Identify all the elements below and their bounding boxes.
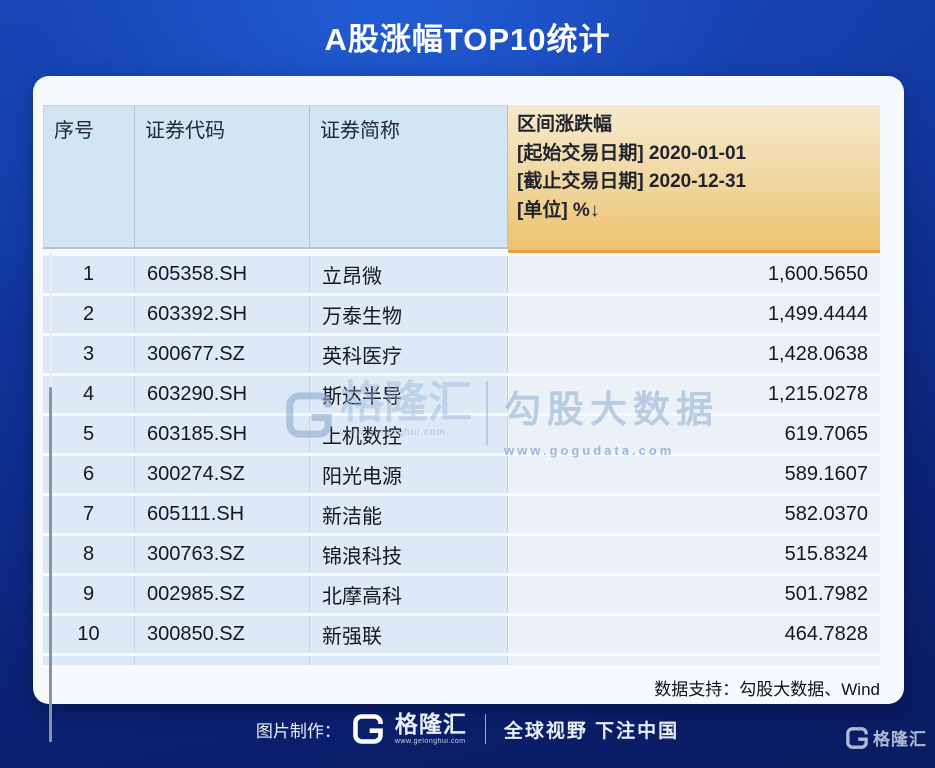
cell-change: 1,215.0278: [508, 376, 880, 413]
cell-index: 9: [43, 576, 135, 613]
footer-divider: [484, 714, 486, 744]
cell-index: 7: [43, 496, 135, 533]
footer: 图片制作： 格隆汇 www.gelonghui.com 全球视野 下注中国: [0, 711, 935, 746]
cell-index: [43, 656, 135, 665]
cell-change: 1,428.0638: [508, 336, 880, 373]
data-support-note: 数据支持：勾股大数据、Wind: [654, 680, 880, 699]
footer-slogan: 全球视野 下注中国: [503, 720, 680, 742]
cell-index: 6: [43, 456, 135, 493]
cell-code: 300274.SZ: [135, 456, 310, 493]
cell-name: 立昂微: [310, 256, 508, 293]
table-row: 1 605358.SH 立昂微 1,600.5650: [43, 256, 880, 293]
table-row: 2 603392.SH 万泰生物 1,499.4444: [43, 296, 880, 333]
header-change: 区间涨跌幅 [起始交易日期] 2020-01-01 [截止交易日期] 2020-…: [508, 105, 880, 253]
cell-code: 002985.SZ: [135, 576, 310, 613]
credit-label: 图片制作：: [255, 721, 341, 741]
table-row: 10 300850.SZ 新强联 464.7828: [43, 616, 880, 653]
header-name: 证券简称: [310, 105, 508, 249]
table-row-partial: [43, 656, 880, 665]
cell-change: 1,600.5650: [508, 256, 880, 293]
footer-brand: 格隆汇 www.gelonghui.com: [394, 711, 467, 746]
table-row: 8 300763.SZ 锦浪科技 515.8324: [43, 536, 880, 573]
cell-name: 上机数控: [310, 416, 508, 453]
cell-code: 300677.SZ: [135, 336, 310, 373]
cell-name: 斯达半导: [310, 376, 508, 413]
corner-logo: 格隆汇: [846, 725, 927, 750]
cell-index: 2: [43, 296, 135, 333]
cell-name: 新强联: [310, 616, 508, 653]
cell-name: 北摩高科: [310, 576, 508, 613]
header-code: 证券代码: [135, 105, 310, 249]
gelonghui-logo-icon: [353, 714, 383, 744]
scrollbar-thumb[interactable]: [49, 387, 52, 742]
header-index: 序号: [43, 105, 135, 249]
footer-brand-text: 格隆汇: [394, 711, 467, 737]
table-row: 3 300677.SZ 英科医疗 1,428.0638: [43, 336, 880, 373]
cell-change: 1,499.4444: [508, 296, 880, 333]
cell-code: 603392.SH: [135, 296, 310, 333]
cell-change: 464.7828: [508, 616, 880, 653]
footer-brand-url: www.gelonghui.com: [394, 738, 466, 745]
header-change-line1: 区间涨跌幅: [517, 114, 613, 135]
table-row: 4 603290.SH 斯达半导 1,215.0278: [43, 376, 880, 413]
cell-index: 3: [43, 336, 135, 373]
cell-index: 8: [43, 536, 135, 573]
cell-change: 589.1607: [508, 456, 880, 493]
cell-code: 300763.SZ: [135, 536, 310, 573]
header-change-line3: [截止交易日期] 2020-12-31: [517, 171, 747, 192]
page-title: A股涨幅TOP10统计: [324, 22, 611, 57]
gelonghui-logo-icon: [846, 726, 868, 749]
cell-name: 万泰生物: [310, 296, 508, 333]
cell-code: [135, 656, 310, 665]
cell-index: 1: [43, 256, 135, 293]
cell-change: [508, 656, 880, 665]
table-row: 6 300274.SZ 阳光电源 589.1607: [43, 456, 880, 493]
corner-brand-text: 格隆汇: [873, 730, 927, 749]
cell-change: 619.7065: [508, 416, 880, 453]
cell-index: 5: [43, 416, 135, 453]
cell-code: 300850.SZ: [135, 616, 310, 653]
cell-change: 582.0370: [508, 496, 880, 533]
cell-code: 605358.SH: [135, 256, 310, 293]
table-row: 5 603185.SH 上机数控 619.7065: [43, 416, 880, 453]
cell-name: [310, 656, 508, 665]
cell-code: 605111.SH: [135, 496, 310, 533]
table-body: 1 605358.SH 立昂微 1,600.5650 2 603392.SH 万…: [43, 256, 880, 653]
cell-name: 锦浪科技: [310, 536, 508, 573]
cell-change: 501.7982: [508, 576, 880, 613]
header-change-line4: [单位] %↓: [517, 199, 600, 221]
cell-change: 515.8324: [508, 536, 880, 573]
cell-index: 4: [43, 376, 135, 413]
cell-code: 603290.SH: [135, 376, 310, 413]
table-row: 9 002985.SZ 北摩高科 501.7982: [43, 576, 880, 613]
header-change-line2: [起始交易日期] 2020-01-01: [517, 142, 747, 164]
cell-name: 阳光电源: [310, 456, 508, 493]
cell-name: 新洁能: [310, 496, 508, 533]
cell-code: 603185.SH: [135, 416, 310, 453]
table-row: 7 605111.SH 新洁能 582.0370: [43, 496, 880, 533]
top10-table: 序号 证券代码 证券简称 区间涨跌幅 [起始交易日期] 2020-01-01 […: [43, 105, 880, 665]
cell-name: 英科医疗: [310, 336, 508, 373]
table-card: 序号 证券代码 证券简称 区间涨跌幅 [起始交易日期] 2020-01-01 […: [33, 76, 904, 742]
cell-index: 10: [43, 616, 135, 653]
table-header-row: 序号 证券代码 证券简称 区间涨跌幅 [起始交易日期] 2020-01-01 […: [43, 105, 880, 253]
